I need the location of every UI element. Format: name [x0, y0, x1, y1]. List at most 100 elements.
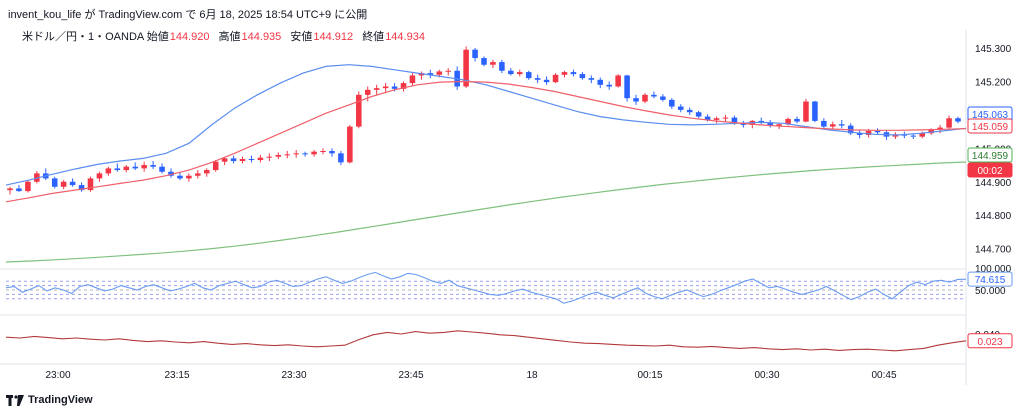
candle-body	[302, 153, 308, 155]
time-tick-label: 23:15	[164, 370, 189, 381]
candle-body	[776, 124, 782, 126]
candle-body	[499, 62, 505, 71]
candle-body	[606, 84, 612, 87]
candle-body	[212, 161, 219, 171]
candle-body	[740, 123, 747, 125]
price-tick-label: 145.300	[975, 44, 1012, 55]
time-tick-label: 23:30	[281, 370, 306, 381]
candle-body	[51, 178, 58, 187]
time-tick-label: 23:00	[45, 370, 70, 381]
candle-body	[695, 112, 702, 117]
candle-body	[686, 109, 693, 113]
candle-body	[400, 83, 407, 89]
candle-body	[257, 157, 264, 161]
candle-body	[758, 120, 765, 123]
oscillator-line	[5, 330, 967, 352]
candle-body	[436, 71, 443, 75]
candle-body	[150, 165, 156, 167]
candle-body	[812, 101, 818, 121]
time-tick-label: 00:30	[754, 370, 779, 381]
candle-body	[248, 159, 255, 161]
candle-body	[525, 72, 532, 79]
osc-value-tag	[967, 333, 1013, 349]
rsi-value-tag	[967, 271, 1013, 287]
candle-body	[275, 155, 282, 157]
candle-body	[105, 168, 112, 174]
rsi-line	[5, 271, 967, 304]
candle-body	[87, 178, 94, 191]
candle-body	[543, 79, 550, 83]
candle-body	[391, 86, 398, 89]
price-tag-label: 145.059	[972, 122, 1009, 133]
low-label: 安値	[290, 31, 313, 43]
candle-body	[472, 49, 478, 59]
ma_slow-line	[5, 161, 967, 263]
candle-body	[203, 170, 210, 174]
candle-body	[293, 153, 299, 155]
candle-body	[722, 117, 729, 119]
ma_mid-line	[5, 80, 967, 203]
candle-body	[597, 79, 604, 85]
candle-body	[195, 173, 201, 176]
ma_fast-line	[5, 64, 967, 186]
candle-body	[16, 188, 22, 192]
candle-body	[588, 78, 595, 80]
close-value: 144.934	[385, 31, 425, 43]
candle-body	[642, 94, 648, 102]
candle-body	[856, 133, 863, 135]
candle-body	[25, 181, 31, 192]
brand-name: TradingView	[28, 394, 93, 406]
candle-body	[803, 101, 809, 122]
candle-body	[579, 74, 586, 79]
candle-body	[704, 116, 711, 120]
candle-body	[338, 153, 344, 163]
candle-body	[821, 120, 827, 127]
candle-body	[955, 118, 961, 122]
candle-body	[311, 151, 317, 155]
candle-body	[409, 75, 416, 84]
candle-body	[168, 171, 174, 176]
price-tag-label: 144.959	[972, 151, 1009, 162]
candle-body	[60, 181, 67, 187]
candle-body	[7, 188, 13, 191]
candle-body	[660, 96, 666, 100]
candle-body	[651, 94, 657, 97]
candle-body	[561, 72, 568, 75]
candle-body	[177, 175, 183, 179]
candle-body	[445, 70, 451, 72]
high-value: 144.935	[241, 31, 282, 43]
candle-body	[221, 158, 228, 162]
candle-body	[230, 158, 237, 162]
candle-body	[481, 58, 487, 65]
candle-body	[731, 117, 738, 124]
brand: TradingView	[6, 394, 93, 406]
candle-body	[132, 166, 138, 169]
candle-body	[329, 151, 335, 154]
candle-body	[865, 130, 872, 135]
candle-body	[508, 70, 514, 75]
candle-body	[347, 126, 353, 163]
candle-body	[356, 94, 362, 127]
candle-body	[96, 173, 103, 179]
candle-body	[141, 165, 147, 169]
tradingview-logo-icon	[6, 394, 24, 406]
candle-body	[624, 75, 630, 99]
symbol-line[interactable]: 米ドル／円・1・OANDA	[22, 31, 144, 43]
candle-body	[919, 133, 925, 137]
candle-body	[615, 75, 621, 87]
candle-body	[78, 185, 85, 191]
candle-body	[239, 159, 246, 162]
candle-body	[69, 181, 76, 186]
open-value: 144.920	[169, 31, 210, 43]
candle-body	[677, 106, 684, 110]
candle-body	[785, 118, 791, 125]
time-tick-label: 00:15	[637, 370, 662, 381]
candle-body	[159, 166, 165, 172]
price-tag	[967, 118, 1013, 134]
low-value: 144.912	[313, 31, 354, 43]
candle-body	[364, 89, 371, 95]
open-label: 始値	[146, 31, 169, 43]
candle-body	[794, 118, 800, 122]
time-tick-label: 23:45	[398, 370, 423, 381]
